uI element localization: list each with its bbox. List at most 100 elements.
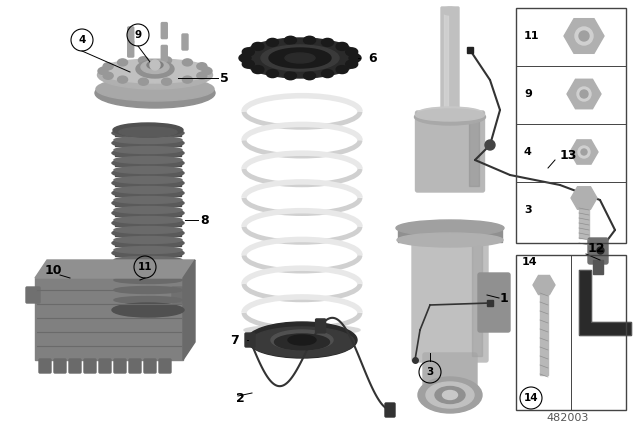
Text: 4: 4 [78,35,86,45]
Ellipse shape [284,72,296,80]
Ellipse shape [112,208,184,218]
Text: 9: 9 [524,89,532,99]
Ellipse shape [114,186,182,194]
FancyBboxPatch shape [114,359,126,373]
Ellipse shape [243,48,254,56]
FancyBboxPatch shape [472,239,482,356]
Ellipse shape [112,148,184,158]
Ellipse shape [241,38,359,78]
FancyBboxPatch shape [478,273,510,332]
FancyBboxPatch shape [99,359,111,373]
Text: 12: 12 [588,241,605,254]
Ellipse shape [284,36,296,44]
FancyBboxPatch shape [115,150,181,155]
FancyBboxPatch shape [161,22,167,39]
FancyBboxPatch shape [182,34,188,50]
Ellipse shape [261,45,339,71]
FancyBboxPatch shape [128,27,134,43]
Ellipse shape [112,218,184,228]
FancyBboxPatch shape [115,230,181,236]
FancyBboxPatch shape [115,190,181,195]
Ellipse shape [415,109,486,125]
Ellipse shape [426,382,474,408]
Text: 3: 3 [524,205,532,215]
Ellipse shape [119,127,177,137]
Ellipse shape [397,233,503,247]
Text: 14: 14 [524,393,538,403]
Ellipse shape [266,39,278,47]
Text: 5: 5 [220,72,228,85]
Ellipse shape [197,72,207,79]
FancyBboxPatch shape [39,359,51,373]
Ellipse shape [136,60,174,78]
Ellipse shape [114,216,182,224]
Ellipse shape [252,43,264,51]
Ellipse shape [114,146,182,154]
Ellipse shape [112,248,184,258]
Ellipse shape [95,78,215,108]
Ellipse shape [114,257,182,263]
Ellipse shape [346,60,358,68]
FancyBboxPatch shape [412,233,488,362]
FancyBboxPatch shape [385,403,395,417]
Ellipse shape [103,63,113,70]
Text: 482003: 482003 [546,413,588,423]
Ellipse shape [239,54,251,62]
FancyBboxPatch shape [423,353,477,397]
FancyBboxPatch shape [115,140,181,146]
Ellipse shape [114,197,182,203]
FancyBboxPatch shape [144,359,156,373]
Ellipse shape [252,65,264,73]
Ellipse shape [112,138,184,148]
Text: 2: 2 [236,392,244,405]
Circle shape [580,90,588,98]
Circle shape [579,31,589,41]
Ellipse shape [114,207,182,214]
Ellipse shape [202,68,212,74]
FancyBboxPatch shape [69,359,81,373]
Text: 7: 7 [230,333,239,346]
Ellipse shape [97,61,212,89]
FancyBboxPatch shape [316,319,326,333]
Ellipse shape [112,188,184,198]
FancyBboxPatch shape [115,300,181,306]
Text: 8: 8 [200,214,209,227]
Ellipse shape [161,57,172,64]
Ellipse shape [442,7,458,15]
Ellipse shape [442,391,458,400]
FancyBboxPatch shape [129,359,141,373]
FancyBboxPatch shape [115,240,181,246]
Ellipse shape [112,258,184,268]
Text: 6: 6 [368,52,376,65]
Ellipse shape [114,177,182,184]
FancyBboxPatch shape [115,200,181,206]
FancyBboxPatch shape [441,7,459,119]
FancyBboxPatch shape [245,333,255,347]
Ellipse shape [250,327,355,357]
Ellipse shape [114,137,182,143]
Text: 3: 3 [426,367,434,377]
Text: 1: 1 [500,292,509,305]
Ellipse shape [114,237,182,244]
Circle shape [581,149,587,155]
Ellipse shape [114,126,182,134]
Ellipse shape [112,238,184,248]
Text: 10: 10 [45,263,63,276]
Polygon shape [35,260,195,278]
Ellipse shape [112,168,184,178]
Ellipse shape [138,78,148,85]
Ellipse shape [266,69,278,78]
FancyBboxPatch shape [115,130,181,135]
FancyBboxPatch shape [35,278,183,360]
Ellipse shape [269,48,331,68]
Ellipse shape [112,298,184,308]
FancyBboxPatch shape [468,117,479,186]
Ellipse shape [349,54,361,62]
FancyBboxPatch shape [115,220,181,225]
Ellipse shape [182,76,193,83]
FancyBboxPatch shape [415,111,484,192]
FancyBboxPatch shape [115,270,181,276]
Ellipse shape [275,334,330,350]
Ellipse shape [414,228,486,242]
Ellipse shape [112,228,184,238]
